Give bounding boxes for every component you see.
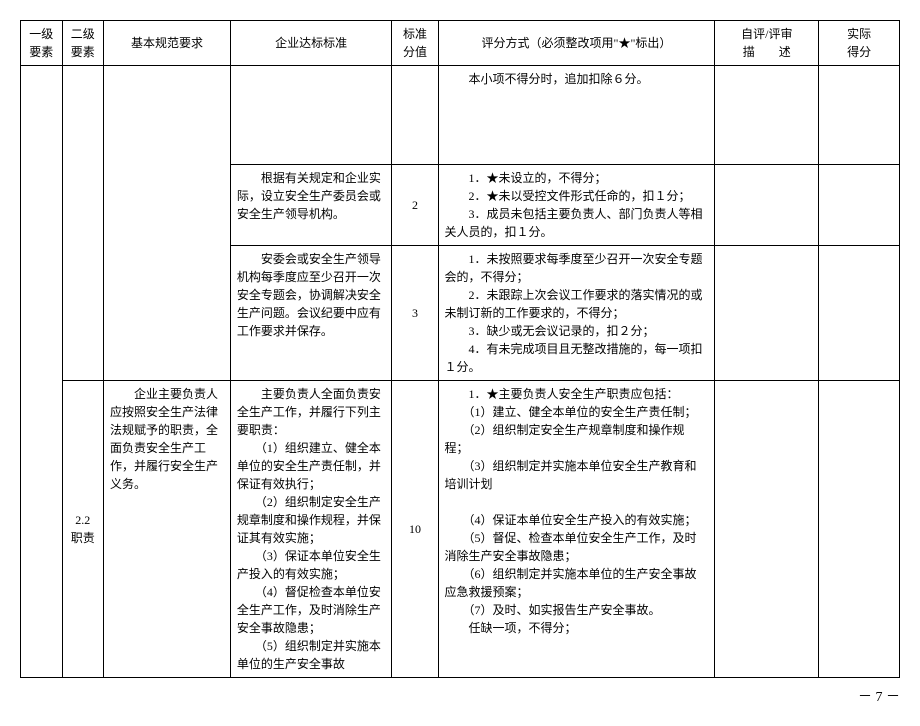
- cell-scoring: 本小项不得分时，追加扣除６分。: [438, 66, 715, 165]
- cell-actual-score: [819, 381, 900, 678]
- cell-standard: 主要负责人全面负责安全生产工作，并履行下列主要职责： （1）组织建立、健全本单位…: [230, 381, 391, 678]
- header-basic-req: 基本规范要求: [104, 21, 231, 66]
- cell-basic-req: [104, 66, 231, 381]
- header-standard: 企业达标标准: [230, 21, 391, 66]
- cell-standard: 安委会或安全生产领导机构每季度应至少召开一次安全专题会，协调解决安全生产问题。会…: [230, 246, 391, 381]
- header-level2: 二级要素: [62, 21, 104, 66]
- header-scoring-method: 评分方式（必须整改项用"★"标出）: [438, 21, 715, 66]
- cell-scoring: 1．★未设立的，不得分； 2．★未以受控文件形式任命的，扣１分； 3．成员未包括…: [438, 165, 715, 246]
- cell-standard: 根据有关规定和企业实际，设立安全生产委员会或安全生产领导机构。: [230, 165, 391, 246]
- cell-level2: [62, 66, 104, 381]
- header-score: 标准分值: [392, 21, 438, 66]
- header-level1: 一级要素: [21, 21, 63, 66]
- cell-score: 10: [392, 381, 438, 678]
- cell-actual-score: [819, 66, 900, 165]
- page-number: － 7 －: [20, 686, 900, 706]
- cell-scoring: 1．未按照要求每季度至少召开一次安全专题会的，不得分； 2．未跟踪上次会议工作要…: [438, 246, 715, 381]
- header-row: 一级要素 二级要素 基本规范要求 企业达标标准 标准分值 评分方式（必须整改项用…: [21, 21, 900, 66]
- cell-self-review: [715, 246, 819, 381]
- standards-table: 一级要素 二级要素 基本规范要求 企业达标标准 标准分值 评分方式（必须整改项用…: [20, 20, 900, 678]
- cell-score: 3: [392, 246, 438, 381]
- cell-self-review: [715, 165, 819, 246]
- cell-basic-req: 企业主要负责人应按照安全生产法律法规赋予的职责，全面负责安全生产工作，并履行安全…: [104, 381, 231, 678]
- cell-self-review: [715, 381, 819, 678]
- table-row: 2.2职责 企业主要负责人应按照安全生产法律法规赋予的职责，全面负责安全生产工作…: [21, 381, 900, 678]
- cell-score: [392, 66, 438, 165]
- cell-score: 2: [392, 165, 438, 246]
- header-self-review: 自评/评审描 述: [715, 21, 819, 66]
- header-actual-score: 实际得分: [819, 21, 900, 66]
- cell-level2: 2.2职责: [62, 381, 104, 678]
- table-row: 本小项不得分时，追加扣除６分。: [21, 66, 900, 165]
- cell-level1: [21, 66, 63, 678]
- cell-actual-score: [819, 246, 900, 381]
- cell-self-review: [715, 66, 819, 165]
- cell-actual-score: [819, 165, 900, 246]
- cell-scoring: 1．★主要负责人安全生产职责应包括： （1）建立、健全本单位的安全生产责任制； …: [438, 381, 715, 678]
- cell-standard: [230, 66, 391, 165]
